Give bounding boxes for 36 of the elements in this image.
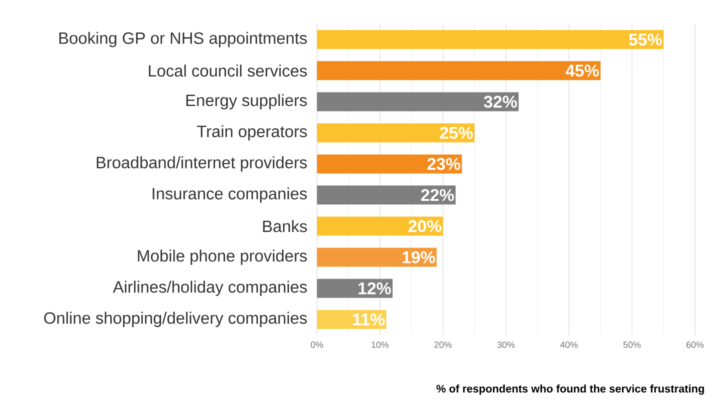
x-tick-label: 60% — [686, 342, 704, 348]
bar — [317, 92, 519, 112]
y-tick-label: Banks — [263, 220, 307, 232]
bar — [317, 61, 600, 80]
bar — [317, 154, 462, 174]
y-tick-label: Mobile phone providers — [138, 250, 307, 265]
x-axis-title: % of respondents who found the service frustrating — [436, 384, 704, 395]
y-tick-label: Insurance companies — [152, 187, 307, 203]
bar — [317, 248, 437, 267]
data-label: 23% — [427, 158, 460, 170]
data-label: 55% — [628, 34, 662, 46]
x-tick-label: 10% — [372, 342, 389, 348]
data-label: 45% — [566, 64, 599, 77]
data-label: 12% — [358, 282, 391, 294]
data-label: 22% — [421, 189, 454, 202]
data-label: 20% — [408, 220, 442, 232]
bar — [317, 123, 474, 142]
data-label: 32% — [484, 96, 517, 108]
y-tick-label: Booking GP or NHS appointments — [59, 32, 307, 48]
y-tick-label: Broadband/internet providers — [96, 156, 307, 172]
y-tick-label: Energy suppliers — [186, 94, 307, 110]
y-tick-label: Local council services — [148, 64, 307, 77]
data-label: 11% — [353, 314, 385, 326]
x-tick-label: 20% — [434, 342, 452, 348]
bar — [317, 216, 443, 236]
x-tick-label: 30% — [497, 342, 515, 348]
bar — [317, 30, 664, 50]
bar — [317, 186, 456, 205]
y-tick-label: Online shopping/delivery companies — [44, 312, 307, 328]
x-tick-label: 50% — [623, 342, 641, 348]
data-label: 25% — [440, 126, 473, 139]
x-tick-label: 0% — [310, 342, 324, 348]
y-tick-label: Airlines/holiday companies — [112, 280, 307, 296]
data-label: 19% — [402, 251, 436, 264]
x-tick-label: 40% — [560, 342, 578, 348]
y-tick-label: Train operators — [197, 125, 307, 141]
